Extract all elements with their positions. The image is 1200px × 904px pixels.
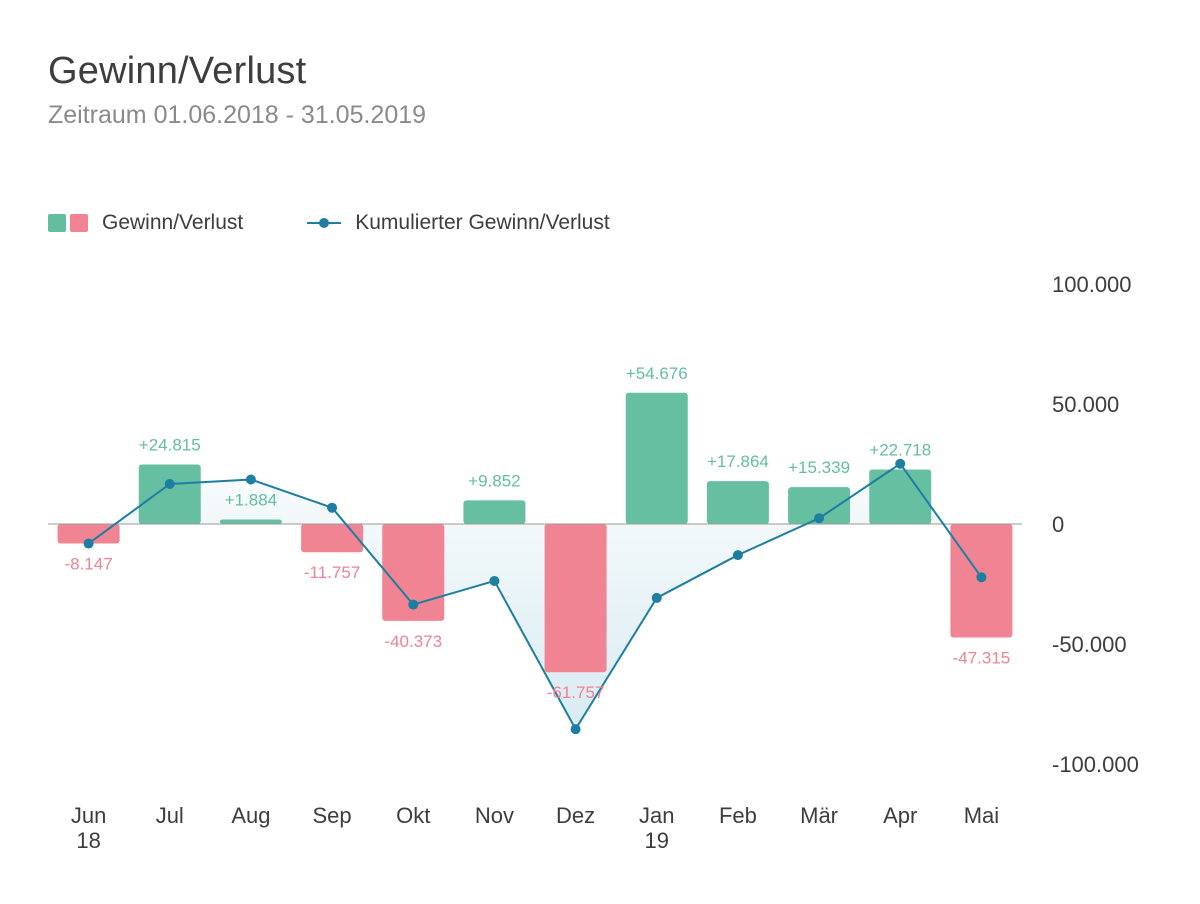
- x-tick-label-Nov: Nov: [475, 803, 514, 828]
- y-tick-label: 50.000: [1052, 392, 1119, 417]
- bars-layer: [57, 392, 1013, 673]
- cumulative-area-layer: [88, 463, 982, 730]
- cumulative-point-Mär: [814, 513, 825, 524]
- legend-swatch-positive: [48, 214, 66, 232]
- bar-Aug: [219, 519, 282, 524]
- bar-Apr: [869, 469, 932, 524]
- bar-label-Feb: +17.864: [707, 452, 769, 471]
- cumulative-point-Okt: [408, 599, 419, 610]
- x-tick-sublabel-Jan: 19: [645, 828, 669, 853]
- bar-label-Okt: -40.373: [384, 632, 442, 651]
- x-tick-label-Aug: Aug: [231, 803, 270, 828]
- cumulative-line-layer: [83, 458, 987, 735]
- bar-label-Jul: +24.815: [139, 435, 201, 454]
- cumulative-point-Apr: [895, 458, 906, 469]
- chart-title: Gewinn/Verlust: [48, 50, 307, 92]
- cumulative-point-Mai: [976, 572, 987, 583]
- bar-label-Jun: -8.147: [64, 555, 112, 574]
- x-tick-label-Jan: Jan: [639, 803, 674, 828]
- bar-label-Nov: +9.852: [468, 471, 520, 490]
- bar-label-Apr: +22.718: [869, 440, 931, 459]
- bar-label-Mai: -47.315: [953, 649, 1011, 668]
- x-tick-label-Dez: Dez: [556, 803, 595, 828]
- cumulative-point-Jul: [164, 478, 175, 489]
- bar-Nov: [463, 500, 526, 524]
- x-tick-label-Apr: Apr: [883, 803, 917, 828]
- y-axis: 100.000 50.000 0 -50.000 -100.000: [1052, 272, 1139, 777]
- cumulative-point-Nov: [489, 575, 500, 586]
- bar-label-Mär: +15.339: [788, 458, 850, 477]
- bar-Okt: [382, 524, 445, 621]
- y-tick-label: 100.000: [1052, 272, 1132, 297]
- cumulative-point-Jun: [83, 538, 94, 549]
- y-tick-label: 0: [1052, 512, 1064, 537]
- x-tick-sublabel-Jun: 18: [76, 828, 100, 853]
- cumulative-point-Jan: [651, 592, 662, 603]
- x-tick-label-Mai: Mai: [964, 803, 999, 828]
- y-tick-label: -100.000: [1052, 752, 1139, 777]
- y-tick-label: -50.000: [1052, 632, 1127, 657]
- bar-label-Dez: -61.757: [547, 683, 605, 702]
- legend: Gewinn/Verlust Kumulierter Gewinn/Verlus…: [48, 208, 610, 238]
- bar-Jun: [57, 524, 120, 544]
- x-tick-label-Jun: Jun: [71, 803, 106, 828]
- x-tick-label-Mär: Mär: [800, 803, 838, 828]
- bar-Feb: [706, 481, 769, 524]
- bar-label-Sep: -11.757: [304, 563, 360, 582]
- x-tick-label-Feb: Feb: [719, 803, 757, 828]
- legend-label-bars: Gewinn/Verlust: [102, 211, 244, 234]
- legend-line-marker-icon: [307, 214, 342, 232]
- x-tick-label-Jul: Jul: [156, 803, 184, 828]
- legend-swatch-negative: [70, 214, 88, 232]
- bar-Jul: [138, 464, 201, 524]
- legend-item-line[interactable]: Kumulierter Gewinn/Verlust: [307, 211, 610, 235]
- cumulative-area-negative: [88, 524, 982, 730]
- bar-Mär: [788, 487, 851, 524]
- cumulative-point-Feb: [732, 550, 743, 561]
- bar-Dez: [544, 524, 607, 673]
- bar-label-Aug: +1.884: [225, 490, 277, 509]
- x-tick-label-Sep: Sep: [313, 803, 352, 828]
- bar-Sep: [301, 524, 364, 553]
- chart-subtitle: Zeitraum 01.06.2018 - 31.05.2019: [48, 101, 427, 129]
- x-tick-label-Okt: Okt: [396, 803, 430, 828]
- cumulative-line: [87, 462, 983, 731]
- cumulative-point-Dez: [570, 724, 581, 735]
- legend-item-bars[interactable]: Gewinn/Verlust: [48, 211, 243, 235]
- bar-Jan: [625, 392, 688, 524]
- cumulative-point-Sep: [327, 502, 338, 513]
- bar-label-Jan: +54.676: [626, 364, 688, 383]
- cumulative-point-Aug: [245, 474, 256, 485]
- bar-labels-layer: -8.147 +24.815 +1.884 -11.757 -40.373 +9.852 -…: [64, 364, 1010, 702]
- legend-label-line: Kumulierter Gewinn/Verlust: [355, 211, 610, 234]
- cumulative-area-positive: [88, 463, 982, 524]
